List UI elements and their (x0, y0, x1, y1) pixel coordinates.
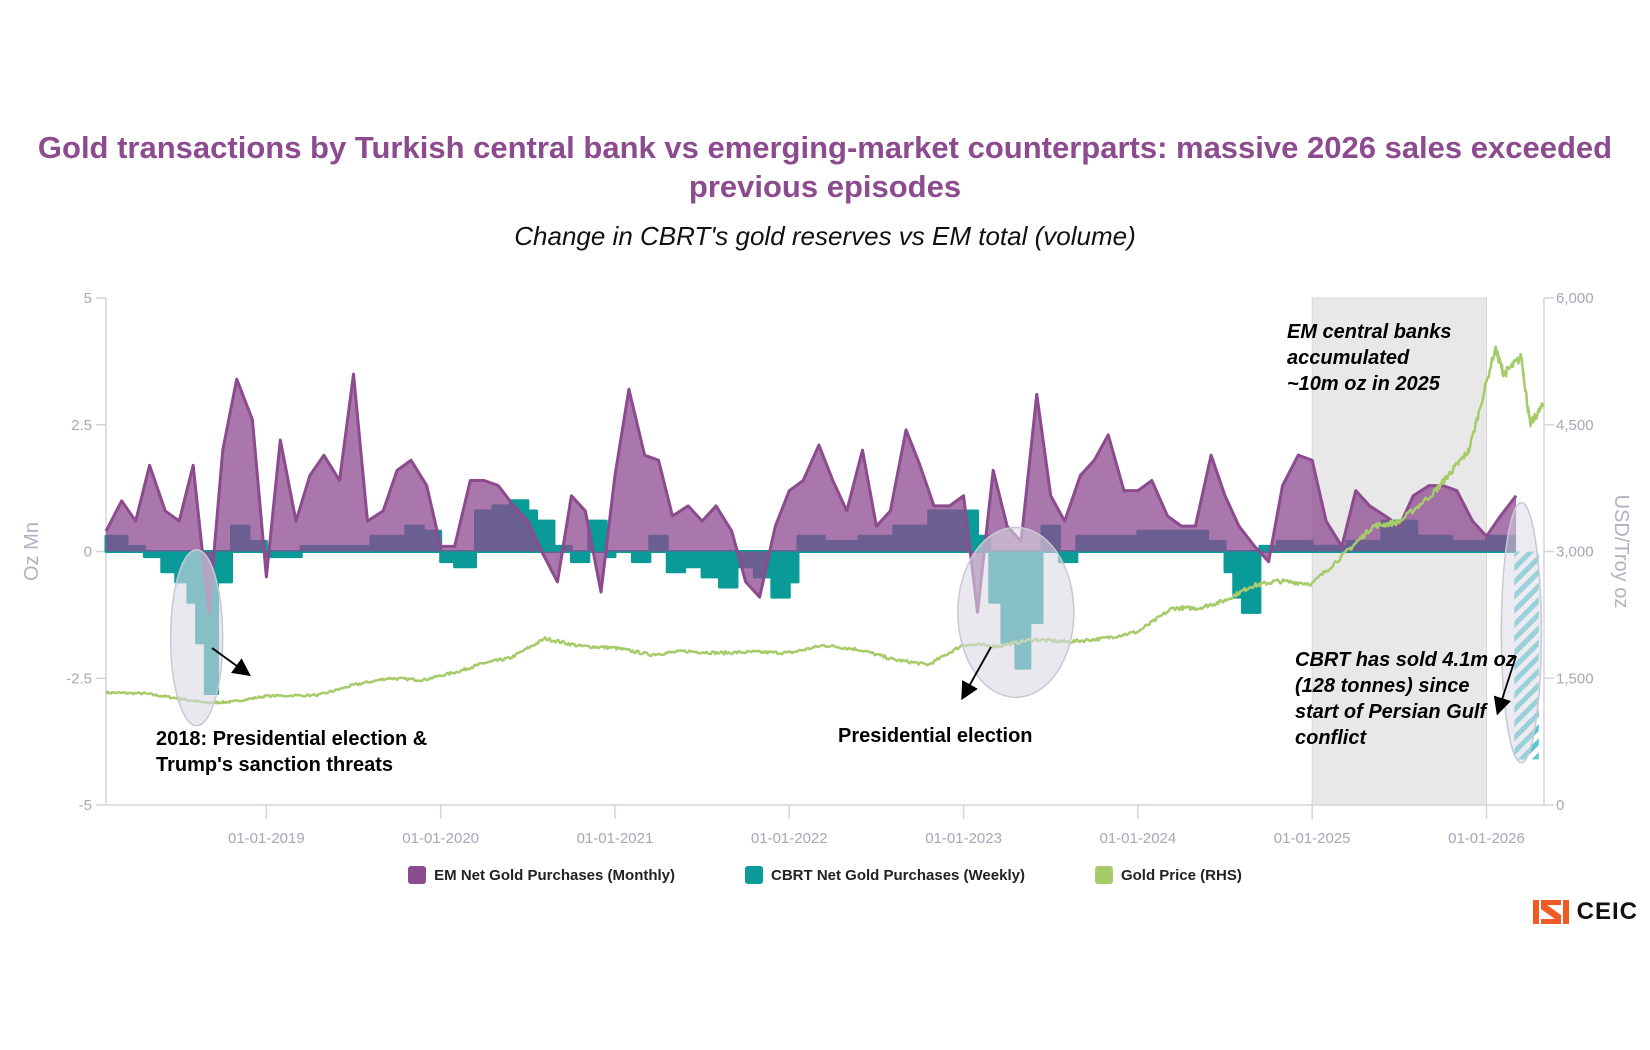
highlight-ellipse-2026 (1500, 501, 1543, 764)
annotation-layer: 2018: Presidential election & Trump's san… (156, 321, 1517, 776)
chart-subtitle: Change in CBRT's gold reserves vs EM tot… (514, 221, 1136, 251)
legend-label-cbrt: CBRT Net Gold Purchases (Weekly) (771, 866, 1025, 884)
ceic-logo-text: CEIC (1576, 898, 1638, 925)
arrow-2023 (961, 646, 992, 701)
y-right-axis-title: USD/Troy oz (1610, 495, 1632, 609)
legend-label-em: EM Net Gold Purchases (Monthly) (434, 866, 676, 884)
y-left-tick-label: 5 (84, 290, 92, 307)
annotation-em-2025-line: accumulated (1287, 347, 1410, 369)
y-right-tick-label: 6,000 (1556, 290, 1594, 307)
x-tick-label: 01-01-2021 (577, 830, 654, 847)
highlight-ellipse-2023 (957, 526, 1075, 699)
highlight-ellipse-2018 (169, 548, 224, 727)
legend-swatch-cbrt (745, 866, 764, 884)
legend-item-cbrt[interactable]: CBRT Net Gold Purchases (Weekly) (745, 866, 1025, 884)
x-tick-label: 01-01-2026 (1448, 830, 1525, 847)
series-em-monthly-line (104, 372, 1518, 614)
x-tick-label: 01-01-2023 (925, 830, 1002, 847)
x-tick-label: 01-01-2024 (1100, 830, 1177, 847)
chart-title: Gold transactions by Turkish central ban… (37, 130, 1613, 204)
legend-swatch-em (408, 866, 427, 884)
y-left-tick-label: 0 (84, 544, 92, 561)
arrow-2026 (1493, 655, 1517, 716)
annotation-2023-line: Presidential election (838, 725, 1033, 747)
annotation-em-2025-line: EM central banks (1287, 321, 1452, 343)
y-right-tick-label: 3,000 (1556, 544, 1594, 561)
ceic-logo-icon (1532, 900, 1569, 924)
annotation-em-2025-line: ~10m oz in 2025 (1287, 373, 1441, 395)
legend-label-gold: Gold Price (RHS) (1120, 866, 1242, 884)
x-tick-label: 01-01-2020 (402, 830, 479, 847)
y-right-tick-label: 1,500 (1556, 670, 1594, 687)
arrow-2018 (211, 647, 251, 677)
annotation-cbrt-2026-line: conflict (1295, 727, 1367, 749)
annotation-cbrt-2026-line: start of Persian Gulf (1295, 701, 1488, 723)
annotation-cbrt-2026-line: (128 tonnes) since (1295, 675, 1470, 697)
y-left-axis-title: Oz Mn (21, 522, 43, 581)
y-left-tick-label: -2.5 (66, 670, 92, 687)
y-right-tick-label: 0 (1556, 797, 1564, 814)
legend: EM Net Gold Purchases (Monthly) CBRT Net… (0, 866, 1650, 884)
y-left-tick-label: 2.5 (71, 417, 92, 434)
x-tick-label: 01-01-2022 (751, 830, 828, 847)
series-em-monthly-area (106, 374, 1517, 613)
y-right-tick-label: 4,500 (1556, 417, 1594, 434)
annotation-2018-line: 2018: Presidential election & (156, 728, 427, 750)
legend-item-gold[interactable]: Gold Price (RHS) (1094, 866, 1242, 884)
ceic-logo: CEIC (1532, 898, 1638, 926)
x-tick-label: 01-01-2025 (1274, 830, 1351, 847)
legend-item-em[interactable]: EM Net Gold Purchases (Monthly) (408, 866, 675, 884)
annotation-cbrt-2026-line: CBRT has sold 4.1m oz (1295, 649, 1516, 671)
annotation-2018-line: Trump's sanction threats (156, 754, 393, 776)
x-tick-label: 01-01-2019 (228, 830, 305, 847)
y-left-tick-label: -5 (79, 797, 92, 814)
series-gold-price-line (105, 345, 1546, 705)
legend-swatch-gold (1094, 866, 1113, 884)
